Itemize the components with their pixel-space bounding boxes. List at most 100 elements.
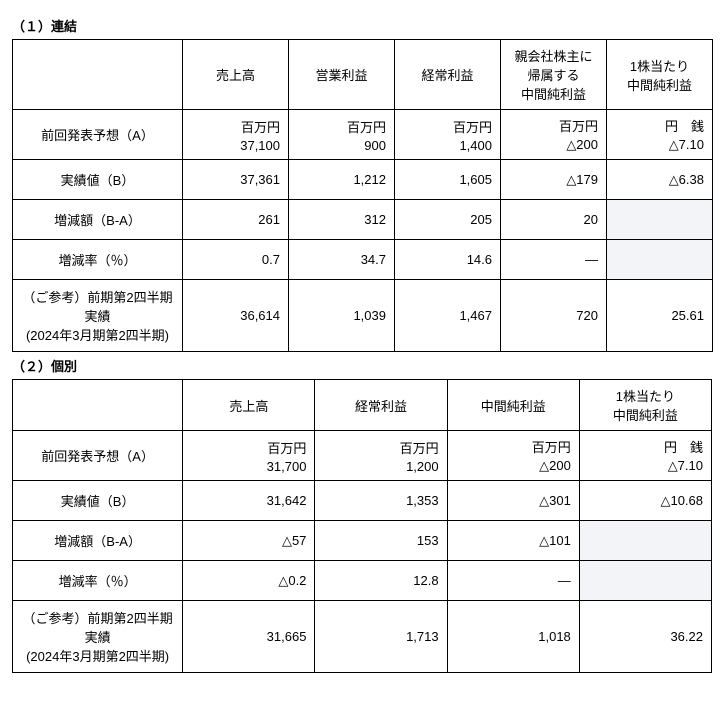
value-cell: ― — [447, 561, 579, 601]
value-cell: 1,605 — [395, 160, 501, 200]
row-label: 増減額（B-A） — [13, 200, 183, 240]
value-cell: 14.6 — [395, 240, 501, 280]
value-cell: 1,353 — [315, 481, 447, 521]
value-text: 900 — [364, 138, 386, 153]
value-cell: △301 — [447, 481, 579, 521]
value-cell: 153 — [315, 521, 447, 561]
table-row: 増減額（B-A）△57153△101 — [13, 521, 712, 561]
value-text: △7.10 — [668, 458, 703, 473]
value-cell — [607, 200, 713, 240]
value-cell: 31,665 — [183, 601, 315, 673]
value-cell: 百万円 900 — [289, 110, 395, 160]
value-cell: 37,361 — [183, 160, 289, 200]
value-text: 1,200 — [406, 459, 439, 474]
value-cell — [607, 240, 713, 280]
col-header: 1株当たり中間純利益 — [607, 40, 713, 110]
unit-label: 円 銭 — [588, 437, 703, 456]
table-row: 前回発表予想（A） 百万円 37,100 百万円 900 百万円 1,400 百万円 △200 円… — [13, 110, 713, 160]
value-cell: 1,212 — [289, 160, 395, 200]
value-cell: 円 銭 △7.10 — [579, 431, 711, 481]
table-individual: 売上高 経常利益 中間純利益 1株当たり中間純利益 前回発表予想（A）百万円31… — [12, 379, 712, 673]
value-cell: 百万円 △200 — [501, 110, 607, 160]
value-cell: △179 — [501, 160, 607, 200]
value-cell: 261 — [183, 200, 289, 240]
value-cell: △10.68 — [579, 481, 711, 521]
value-text: △7.10 — [669, 137, 704, 152]
table-row: 増減率（％）0.734.714.6― — [13, 240, 713, 280]
col-header-text: 1株当たり中間純利益 — [627, 59, 692, 93]
unit-label: 百万円 — [191, 117, 280, 136]
value-cell: 20 — [501, 200, 607, 240]
section-1-title: （１）連結 — [12, 16, 712, 35]
unit-label: 百万円 — [403, 117, 492, 136]
unit-label: 百万円 — [191, 438, 306, 457]
unit-label: 円 銭 — [615, 116, 704, 135]
col-header-text: 営業利益 — [315, 68, 367, 83]
col-header-text: 経常利益 — [421, 68, 473, 83]
row-label: 実績値（B） — [13, 160, 183, 200]
value-text: 37,100 — [240, 138, 280, 153]
value-cell: 205 — [395, 200, 501, 240]
col-header-text: 売上高 — [216, 68, 255, 83]
row-label: 増減額（B-A） — [13, 521, 183, 561]
corner-cell — [13, 40, 183, 110]
value-cell: 720 — [501, 280, 607, 352]
col-header-text: 親会社株主に帰属する中間純利益 — [514, 49, 592, 102]
value-cell: 12.8 — [315, 561, 447, 601]
col-header: 営業利益 — [289, 40, 395, 110]
table-row: （ご参考）前期第2四半期実績(2024年3月期第2四半期)36,6141,039… — [13, 280, 713, 352]
corner-cell — [13, 380, 183, 431]
value-cell: 36,614 — [183, 280, 289, 352]
unit-label: 百万円 — [456, 437, 571, 456]
value-cell: 31,642 — [183, 481, 315, 521]
value-cell: △101 — [447, 521, 579, 561]
section-2: （２）個別 売上高 経常利益 中間純利益 1株当たり中間純利益 前回発表予想（A… — [12, 356, 712, 673]
value-cell: 25.61 — [607, 280, 713, 352]
row-label: 増減率（％） — [13, 240, 183, 280]
value-cell: 百万円 37,100 — [183, 110, 289, 160]
col-header: 親会社株主に帰属する中間純利益 — [501, 40, 607, 110]
value-cell: 百万円 1,400 — [395, 110, 501, 160]
value-cell: 百万円 31,700 — [183, 431, 315, 481]
value-text: △200 — [566, 137, 598, 152]
col-header-text: 中間純利益 — [481, 399, 546, 414]
table-header-row: 売上高 経常利益 中間純利益 1株当たり中間純利益 — [13, 380, 712, 431]
value-text: 31,700 — [267, 459, 307, 474]
unit-label: 百万円 — [323, 438, 438, 457]
row-label: （ご参考）前期第2四半期実績(2024年3月期第2四半期) — [13, 601, 183, 673]
value-cell: 百万円 1,200 — [315, 431, 447, 481]
section-2-title: （２）個別 — [12, 356, 712, 375]
col-header: 1株当たり中間純利益 — [579, 380, 711, 431]
value-cell: 1,039 — [289, 280, 395, 352]
section-1: （１）連結 売上高 営業利益 経常利益 親会社株主に帰属する中間純利益 1株当た… — [12, 16, 712, 352]
unit-label: 百万円 — [509, 116, 598, 135]
value-cell: △57 — [183, 521, 315, 561]
row-label: 前回発表予想（A） — [13, 110, 183, 160]
value-cell: 百万円 △200 — [447, 431, 579, 481]
value-cell: 1,467 — [395, 280, 501, 352]
value-cell — [579, 521, 711, 561]
table-header-row: 売上高 営業利益 経常利益 親会社株主に帰属する中間純利益 1株当たり中間純利益 — [13, 40, 713, 110]
table-row: 前回発表予想（A）百万円31,700百万円1,200百万円△200円 銭△7.1… — [13, 431, 712, 481]
value-cell: ― — [501, 240, 607, 280]
table-row: 実績値（B）31,6421,353△301△10.68 — [13, 481, 712, 521]
value-text: 1,400 — [459, 138, 492, 153]
value-cell: 312 — [289, 200, 395, 240]
value-text: △200 — [539, 458, 571, 473]
col-header: 中間純利益 — [447, 380, 579, 431]
value-cell: 1,018 — [447, 601, 579, 673]
col-header-text: 経常利益 — [355, 399, 407, 414]
unit-label: 百万円 — [297, 117, 386, 136]
value-cell: △0.2 — [183, 561, 315, 601]
col-header: 経常利益 — [315, 380, 447, 431]
value-cell: 36.22 — [579, 601, 711, 673]
value-cell: 1,713 — [315, 601, 447, 673]
row-label: 増減率（％） — [13, 561, 183, 601]
value-cell: 34.7 — [289, 240, 395, 280]
col-header-text: 1株当たり中間純利益 — [613, 389, 678, 423]
table-row: （ご参考）前期第2四半期実績(2024年3月期第2四半期)31,6651,713… — [13, 601, 712, 673]
value-cell: 0.7 — [183, 240, 289, 280]
col-header: 売上高 — [183, 380, 315, 431]
value-cell — [579, 561, 711, 601]
row-label: （ご参考）前期第2四半期実績(2024年3月期第2四半期) — [13, 280, 183, 352]
